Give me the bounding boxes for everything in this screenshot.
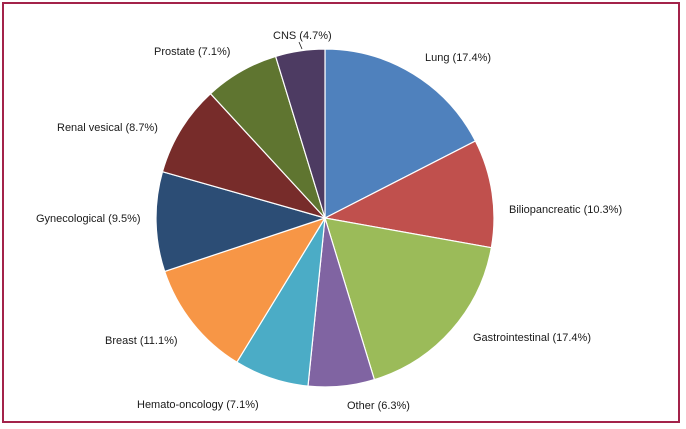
pie-slice-renal-vesical	[161, 92, 327, 220]
pie-slice-gynecological	[155, 170, 328, 273]
pie-leader-cns	[298, 41, 303, 50]
pie-label-cns: CNS (4.7%)	[273, 30, 332, 42]
pie-label-lung: Lung (17.4%)	[425, 52, 491, 64]
pie-label-breast: Breast (11.1%)	[105, 335, 178, 347]
pie-slice-lung	[324, 48, 477, 219]
pie-slice-biliopancreatic	[323, 140, 495, 249]
pie-label-other: Other (6.3%)	[347, 400, 410, 412]
pie-leader-lines	[298, 41, 303, 50]
pie-label-prostate: Prostate (7.1%)	[154, 46, 230, 58]
pie-label-renal-vesical: Renal vesical (8.7%)	[57, 122, 158, 134]
pie-labels: Lung (17.4%) Biliopancreatic (10.3%) Gastr…	[36, 30, 622, 412]
pie-label-hemato-oncology: Hemato-oncology (7.1%)	[137, 399, 259, 411]
pie-slice-gastrointestinal	[324, 217, 493, 381]
pie-label-gynecological: Gynecological (9.5%)	[36, 213, 141, 225]
pie-label-gastrointestinal: Gastrointestinal (17.4%)	[473, 332, 591, 344]
pie-slices	[155, 48, 495, 388]
pie-label-biliopancreatic: Biliopancreatic (10.3%)	[509, 204, 622, 216]
pie-slice-breast	[163, 216, 327, 364]
pie-slice-cns	[274, 48, 326, 219]
